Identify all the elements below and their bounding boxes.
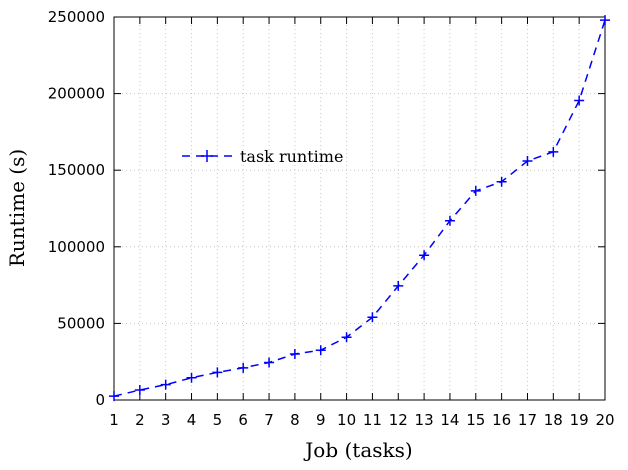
x-axis-title: Job (tasks) bbox=[303, 438, 412, 462]
x-tick-label: 12 bbox=[389, 411, 408, 429]
x-tick-label: 17 bbox=[518, 411, 537, 429]
series-line bbox=[113, 19, 606, 397]
x-tick-label: 9 bbox=[316, 411, 326, 429]
data-point-marker bbox=[315, 345, 326, 356]
x-tick-label: 4 bbox=[187, 411, 197, 429]
x-tick-label: 1 bbox=[109, 411, 119, 429]
data-point-marker bbox=[289, 349, 300, 360]
x-tick-label: 8 bbox=[290, 411, 300, 429]
series-layer bbox=[109, 15, 610, 402]
x-tick-label: 3 bbox=[161, 411, 171, 429]
x-tick-label: 11 bbox=[363, 411, 382, 429]
data-point-marker bbox=[393, 280, 404, 291]
data-point-marker bbox=[238, 362, 249, 373]
y-axis-title: Runtime (s) bbox=[5, 149, 29, 267]
grid-lines bbox=[114, 17, 605, 400]
data-point-marker bbox=[444, 215, 455, 226]
legend: task runtime bbox=[182, 147, 343, 166]
data-point-marker bbox=[109, 391, 119, 402]
x-tick-label: 16 bbox=[492, 411, 511, 429]
y-tick-label: 0 bbox=[95, 391, 105, 409]
legend-marker-plus bbox=[201, 150, 213, 162]
x-axis-ticks: 1 2 3 4 5 6 7 8 9 10 11 12 13 14 15 16 17 18 19 20 bbox=[109, 17, 615, 429]
legend-label: task runtime bbox=[240, 147, 343, 166]
x-tick-label: 20 bbox=[595, 411, 614, 429]
data-point-marker bbox=[522, 156, 533, 167]
data-point-marker bbox=[367, 312, 378, 323]
y-tick-label: 100000 bbox=[48, 238, 105, 256]
data-point-marker bbox=[600, 15, 610, 26]
data-point-marker bbox=[212, 367, 223, 378]
data-point-marker bbox=[574, 95, 585, 106]
data-point-marker bbox=[186, 372, 197, 383]
x-tick-label: 14 bbox=[440, 411, 459, 429]
y-tick-label: 50000 bbox=[57, 314, 105, 332]
data-point-marker bbox=[341, 332, 352, 343]
data-point-marker bbox=[160, 379, 171, 390]
x-tick-label: 5 bbox=[213, 411, 223, 429]
x-tick-label: 19 bbox=[570, 411, 589, 429]
data-point-marker bbox=[470, 185, 481, 196]
x-tick-label: 15 bbox=[466, 411, 485, 429]
y-tick-label: 150000 bbox=[48, 161, 105, 179]
plot-area-frame bbox=[113, 16, 606, 401]
data-point-marker bbox=[496, 176, 507, 187]
data-point-marker bbox=[134, 385, 145, 396]
y-axis-ticks: 0 50000 100000 150000 200000 250000 bbox=[48, 8, 605, 409]
x-tick-label: 2 bbox=[135, 411, 145, 429]
x-tick-label: 6 bbox=[238, 411, 248, 429]
x-tick-label: 7 bbox=[264, 411, 274, 429]
x-tick-label: 18 bbox=[544, 411, 563, 429]
data-point-marker bbox=[264, 357, 275, 368]
x-tick-label: 10 bbox=[337, 411, 356, 429]
y-tick-label: 250000 bbox=[48, 8, 105, 26]
x-tick-label: 13 bbox=[415, 411, 434, 429]
data-point-marker bbox=[548, 146, 559, 157]
data-point-marker bbox=[419, 250, 430, 261]
y-tick-label: 200000 bbox=[48, 85, 105, 103]
